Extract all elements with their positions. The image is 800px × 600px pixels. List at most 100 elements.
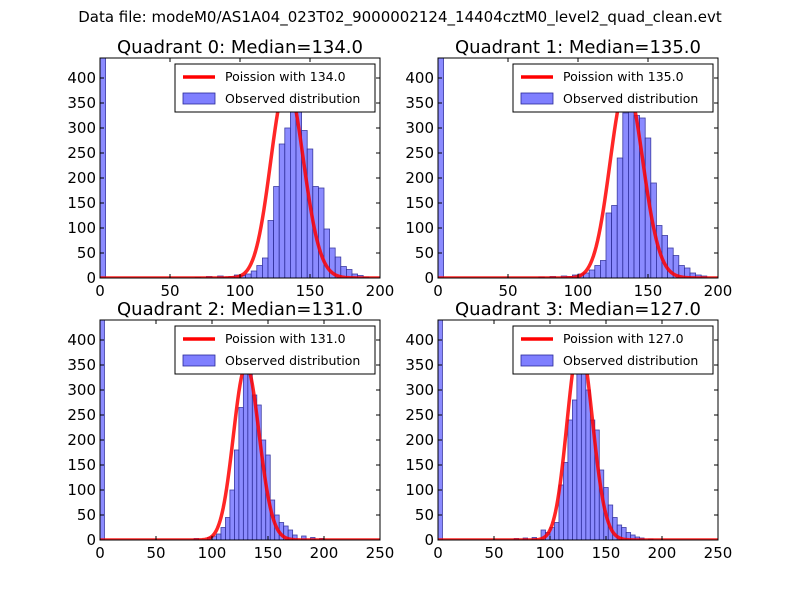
x-tick-label: 100 [226, 282, 255, 300]
histogram-bar [273, 186, 280, 278]
legend-hist-swatch [182, 354, 216, 367]
y-tick-label: 100 [67, 219, 96, 237]
histogram-bar [628, 87, 635, 278]
x-tick-label: 150 [254, 544, 283, 562]
y-tick-label: 250 [67, 144, 96, 162]
x-tick-label: 250 [366, 544, 395, 562]
histogram-bar [588, 269, 596, 278]
histogram-bar [289, 107, 297, 278]
histogram-bar [216, 533, 222, 540]
y-tick-label: 200 [67, 431, 96, 449]
histogram-bar [576, 369, 582, 540]
axes-frame-2 [99, 319, 381, 541]
x-tick-label: 250 [704, 544, 733, 562]
y-tick-label: 50 [77, 244, 96, 262]
y-tick-label: 300 [405, 119, 434, 137]
legend-hist-label: Observed distribution [563, 353, 698, 368]
histogram-bar [611, 205, 618, 278]
y-tick-label: 300 [67, 381, 96, 399]
y-tick-label: 200 [67, 169, 96, 187]
panel-title: Quadrant 2: Median=131.0 [117, 299, 363, 320]
x-tick-label: 100 [536, 544, 565, 562]
legend-hist-swatch [182, 92, 216, 105]
x-tick-label: 50 [484, 544, 503, 562]
x-tick-label: 50 [498, 282, 517, 300]
histogram-bar [225, 517, 231, 540]
y-tick-label: 100 [67, 481, 96, 499]
x-tick-label: 150 [296, 282, 325, 300]
panel-title: Quadrant 1: Median=135.0 [455, 37, 701, 58]
histogram-bar [563, 462, 569, 540]
histogram-bar [572, 399, 578, 540]
legend-hist-label: Observed distribution [563, 91, 698, 106]
y-tick-label: 150 [405, 194, 434, 212]
histogram-bar [585, 389, 591, 540]
y-tick-label: 100 [405, 219, 434, 237]
figure-title: Data file: modeM0/AS1A04_023T02_90000021… [78, 8, 722, 26]
y-tick-label: 400 [405, 69, 434, 87]
poisson-curve [100, 363, 380, 540]
histogram-bar [247, 364, 253, 540]
legend-hist-label: Observed distribution [225, 91, 360, 106]
y-tick-label: 150 [405, 456, 434, 474]
legend-curve-label: Poission with 135.0 [563, 69, 684, 84]
histogram-bar [242, 369, 249, 540]
histogram-bar [245, 273, 252, 278]
y-tick-label: 150 [67, 194, 96, 212]
x-tick-label: 200 [704, 282, 733, 300]
x-tick-label: 100 [564, 282, 593, 300]
histogram-bar [261, 257, 269, 278]
histogram-bar [278, 143, 286, 278]
legend-curve-label: Poission with 131.0 [225, 331, 346, 346]
y-tick-label: 100 [405, 481, 434, 499]
poisson-curve [438, 83, 718, 278]
histogram-bar [256, 265, 263, 278]
x-tick-label: 100 [198, 544, 227, 562]
histogram-bar [616, 157, 624, 278]
legend-hist-swatch [520, 92, 554, 105]
legend-curve-label: Poission with 134.0 [225, 69, 346, 84]
histogram-bar [622, 112, 629, 278]
x-tick-label: 200 [366, 282, 395, 300]
y-tick-label: 250 [67, 406, 96, 424]
y-tick-label: 0 [424, 269, 434, 287]
y-tick-label: 50 [77, 506, 96, 524]
histogram-bar [580, 367, 587, 540]
y-tick-label: 200 [405, 169, 434, 187]
legend-curve-label: Poission with 127.0 [563, 331, 684, 346]
x-tick-label: 150 [592, 544, 621, 562]
histogram-bar [301, 535, 307, 540]
y-tick-label: 300 [405, 381, 434, 399]
histogram-bar [438, 320, 443, 540]
x-tick-label: 0 [95, 544, 105, 562]
y-tick-label: 350 [405, 356, 434, 374]
histogram-bar [100, 58, 106, 278]
x-tick-label: 0 [95, 282, 105, 300]
y-tick-label: 200 [405, 431, 434, 449]
panel-title: Quadrant 3: Median=127.0 [455, 299, 701, 320]
y-tick-label: 250 [405, 144, 434, 162]
y-tick-label: 350 [405, 94, 434, 112]
histogram-bar [605, 212, 612, 278]
histogram-bar [594, 265, 601, 278]
histogram-bar [238, 407, 244, 540]
x-tick-label: 50 [146, 544, 165, 562]
x-tick-label: 200 [310, 544, 339, 562]
histogram-bar [567, 419, 573, 540]
legend-hist-swatch [520, 354, 554, 367]
histogram-bar [267, 220, 274, 278]
y-tick-label: 50 [415, 506, 434, 524]
histogram-bar [250, 270, 258, 278]
histogram-bar [284, 127, 291, 278]
histogram-bar [600, 260, 607, 278]
legend-hist-label: Observed distribution [225, 353, 360, 368]
y-tick-label: 400 [67, 69, 96, 87]
y-tick-label: 400 [67, 331, 96, 349]
x-tick-label: 150 [634, 282, 663, 300]
x-tick-label: 50 [160, 282, 179, 300]
y-tick-label: 400 [405, 331, 434, 349]
y-tick-label: 0 [86, 531, 96, 549]
axes-frame-3 [437, 319, 719, 541]
y-tick-label: 300 [67, 119, 96, 137]
